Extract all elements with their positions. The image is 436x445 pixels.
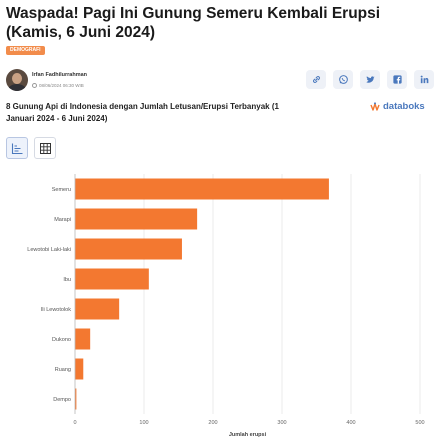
y-category-label: Ibu	[63, 277, 71, 283]
y-category-label: Dukono	[52, 337, 71, 343]
bar-semeru[interactable]	[75, 178, 329, 200]
twitter-icon	[365, 76, 375, 83]
y-category-label: Lewotobi Laki-laki	[27, 247, 71, 253]
y-category-label: Ruang	[55, 367, 71, 373]
x-tick-label: 200	[208, 420, 217, 426]
chart-view-button[interactable]	[6, 137, 28, 159]
x-tick-label: 400	[346, 420, 355, 426]
share-bar	[306, 70, 434, 89]
bar-ibu[interactable]	[75, 268, 149, 290]
whatsapp-icon	[338, 75, 348, 84]
databoks-logo-text: databoks	[383, 101, 425, 112]
bar-lewotobi-laki-laki[interactable]	[75, 238, 182, 260]
line-chart-icon	[11, 143, 22, 154]
bar-ili-lewotolok[interactable]	[75, 298, 120, 320]
y-category-label: Marapi	[54, 217, 71, 223]
x-tick-label: 300	[277, 420, 286, 426]
y-category-label: Semeru	[52, 187, 71, 193]
x-tick-label: 100	[139, 420, 148, 426]
bar-dempo[interactable]	[75, 388, 77, 410]
table-view-button[interactable]	[34, 137, 56, 159]
x-tick-label: 0	[73, 420, 76, 426]
bar-chart: 0 100 200 300 400 500 Semeru Marapi Lewotobi Lak…	[27, 174, 425, 438]
table-icon	[39, 142, 51, 154]
linkedin-icon	[420, 75, 428, 84]
facebook-icon	[392, 75, 402, 84]
x-tick-label: 500	[415, 420, 424, 426]
share-twitter-button[interactable]	[360, 70, 380, 89]
author-avatar[interactable]	[6, 69, 28, 91]
y-category-label: Ili Lewotolok	[41, 307, 72, 313]
link-icon	[312, 76, 320, 83]
bar-ruang[interactable]	[75, 358, 84, 380]
publish-date: 08/06/2024 06:30 WIB	[32, 83, 84, 88]
share-facebook-button[interactable]	[387, 70, 407, 89]
author-name[interactable]: Irfan Fadhilurrahman	[32, 72, 88, 78]
y-category-label: Dempo	[53, 397, 71, 403]
article-headline: Waspada! Pagi Ini Gunung Semeru Kembali …	[6, 5, 381, 41]
bar-marapi[interactable]	[75, 208, 198, 230]
databoks-logo-icon	[370, 101, 380, 111]
view-toggle	[6, 137, 56, 159]
databoks-logo[interactable]: databoks	[370, 101, 425, 112]
publish-date-text: 08/06/2024 06:30 WIB	[39, 83, 84, 88]
x-axis-title: Jumlah erupsi	[229, 432, 267, 438]
share-whatsapp-button[interactable]	[333, 70, 353, 89]
clock-icon	[32, 83, 37, 88]
share-linkedin-button[interactable]	[414, 70, 434, 89]
bar-dukono[interactable]	[75, 328, 91, 350]
category-badge[interactable]: DEMOGRAFI	[6, 46, 45, 55]
chart-area: 0 100 200 300 400 500 Semeru Marapi Lewotobi Lak…	[0, 165, 436, 445]
chart-title: 8 Gunung Api di Indonesia dengan Jumlah …	[6, 102, 279, 123]
share-link-button[interactable]	[306, 70, 326, 89]
